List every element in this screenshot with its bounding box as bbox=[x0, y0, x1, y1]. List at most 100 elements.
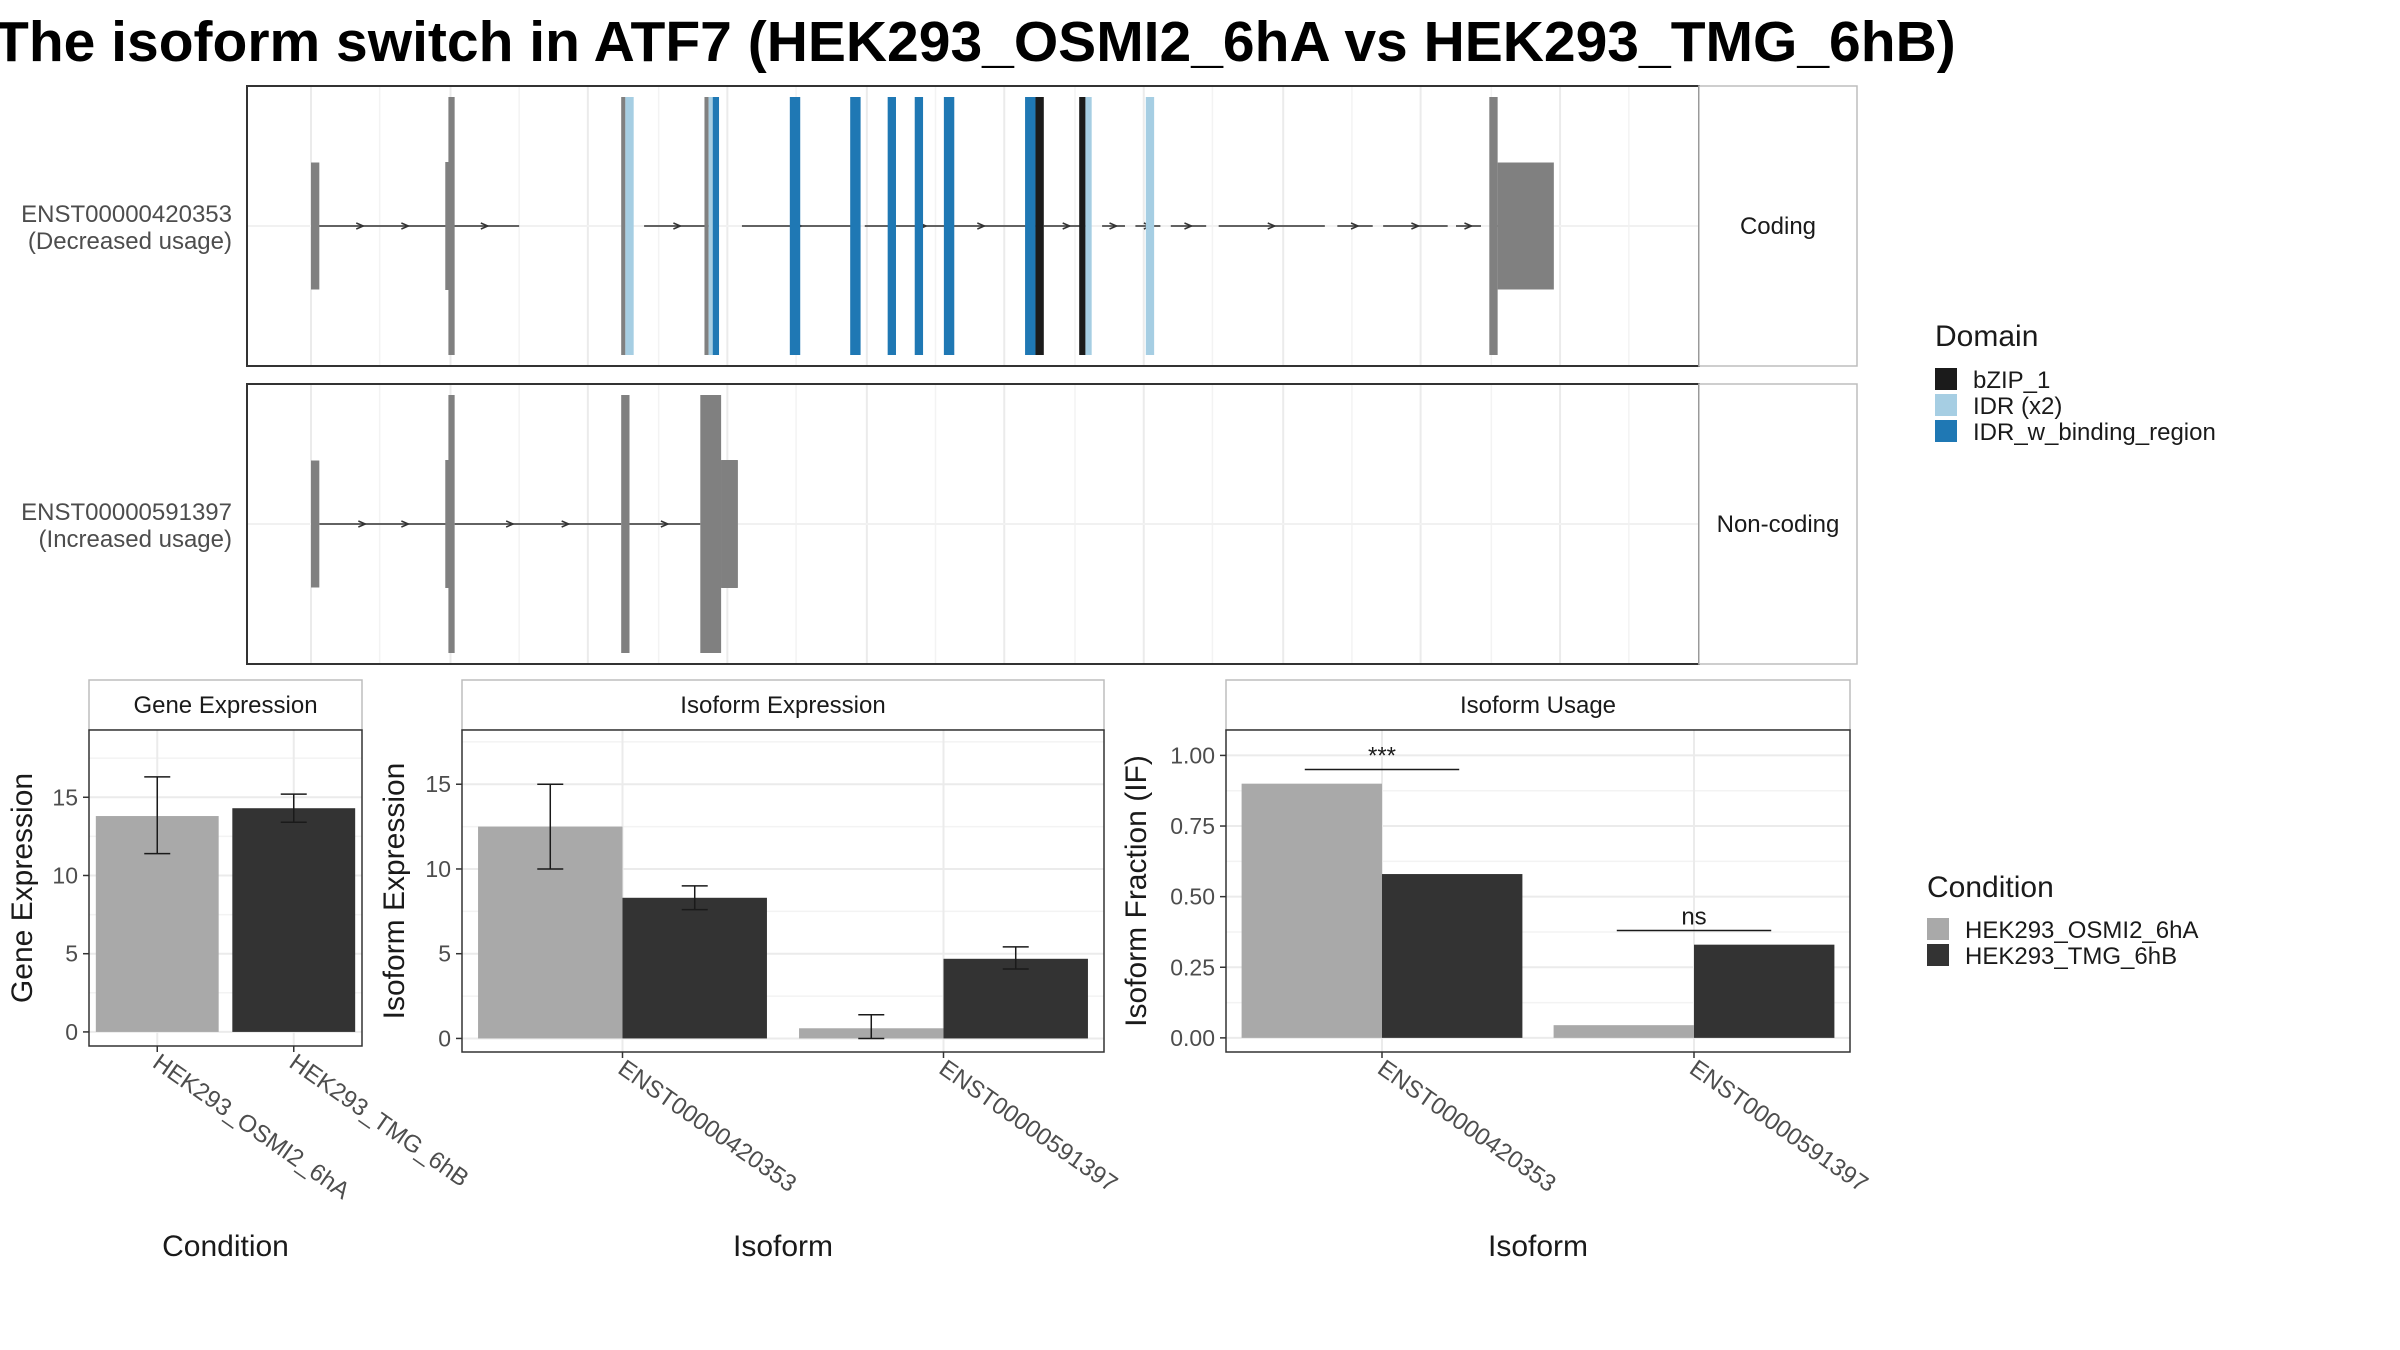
exon-block bbox=[448, 97, 455, 355]
domain-block-idr-w-binding-region bbox=[914, 97, 924, 355]
transcript-usage-1: (Decreased usage) bbox=[28, 228, 232, 255]
x-axis-title: Isoform bbox=[733, 1230, 833, 1263]
strip-label-coding: Coding bbox=[1740, 213, 1816, 240]
transcript-usage-2: (Increased usage) bbox=[39, 526, 232, 553]
y-tick-label: 0.25 bbox=[1170, 954, 1215, 980]
domain-block-idr bbox=[1145, 97, 1155, 355]
bar bbox=[622, 897, 767, 1039]
panel-strip-title: Isoform Expression bbox=[680, 692, 885, 719]
intron-arrow bbox=[660, 520, 670, 528]
exon-block bbox=[1489, 97, 1498, 355]
legend-label-cond-b: HEK293_TMG_6hB bbox=[1965, 943, 2177, 970]
y-axis-title: Isoform Expression bbox=[378, 763, 411, 1020]
intron-arrow bbox=[1062, 222, 1072, 230]
strip-coding bbox=[1698, 85, 1858, 367]
intron-arrow bbox=[1350, 222, 1360, 230]
domain-block-bzip-1 bbox=[1035, 97, 1044, 355]
y-tick-label: 5 bbox=[65, 941, 78, 967]
transcript-track-1 bbox=[311, 97, 1554, 355]
domain-block-idr bbox=[625, 97, 634, 355]
intron-arrow bbox=[1464, 222, 1474, 230]
panel-border bbox=[1225, 729, 1851, 1053]
significance-label: *** bbox=[1368, 743, 1396, 770]
panel-strip bbox=[461, 679, 1105, 731]
panel-strip bbox=[88, 679, 363, 731]
figure-title: The isoform switch in ATF7 (HEK293_OSMI2… bbox=[0, 10, 1956, 74]
y-tick-label: 1.00 bbox=[1170, 742, 1215, 768]
exon-block bbox=[445, 162, 450, 290]
panel-border bbox=[88, 729, 363, 1047]
structure-panel: Coding ENST00000420353 (Decreased usage)… bbox=[21, 85, 1858, 665]
intron-arrow bbox=[1267, 222, 1277, 230]
transcript-id-1: ENST00000420353 bbox=[21, 201, 232, 228]
domain-block-idr-w-binding-region bbox=[712, 97, 720, 355]
intron-arrow bbox=[1411, 222, 1421, 230]
legend-swatch-bzip bbox=[1935, 368, 1957, 390]
domain-legend: Domain bZIP_1 IDR (x2) IDR_w_binding_reg… bbox=[1935, 320, 2216, 446]
intron-arrow bbox=[401, 222, 411, 230]
panel-strip bbox=[1225, 679, 1851, 731]
bar bbox=[943, 958, 1088, 1039]
y-tick-label: 15 bbox=[425, 771, 451, 797]
x-tick-label: ENST00000420353 bbox=[613, 1055, 801, 1198]
legend-swatch-idr bbox=[1935, 394, 1957, 416]
domain-block-idr-w-binding-region bbox=[789, 97, 801, 355]
exon-block bbox=[311, 162, 320, 290]
legend-label-idr: IDR (x2) bbox=[1973, 393, 2062, 420]
y-axis-title: Gene Expression bbox=[6, 773, 39, 1003]
isoform-usage-chart: Isoform Usage 0.00 0.25 0.50 0.75 1.00 *** ns EN… bbox=[1120, 679, 1873, 1263]
domain-block-bzip-1 bbox=[1079, 97, 1086, 355]
domain-block-idr-w-binding-region bbox=[887, 97, 896, 355]
intron-arrow bbox=[673, 222, 683, 230]
strip-label-non-coding: Non-coding bbox=[1717, 511, 1840, 538]
strip-non-coding bbox=[1698, 383, 1858, 665]
panel-strip-title: Gene Expression bbox=[133, 692, 317, 719]
y-tick-label: 10 bbox=[425, 856, 451, 882]
y-tick-label: 0.50 bbox=[1170, 884, 1215, 910]
condition-legend-title: Condition bbox=[1927, 871, 2054, 904]
bar bbox=[1241, 783, 1382, 1038]
y-tick-label: 0.00 bbox=[1170, 1025, 1215, 1051]
intron-arrow bbox=[1109, 222, 1119, 230]
exon-block bbox=[721, 460, 738, 588]
exon-block bbox=[1497, 162, 1554, 290]
panel-border bbox=[461, 729, 1105, 1053]
intron-arrow bbox=[355, 222, 366, 230]
panel-strip-title: Isoform Usage bbox=[1460, 692, 1616, 719]
bar bbox=[1382, 874, 1523, 1038]
intron-arrow bbox=[505, 520, 516, 528]
legend-label-idr-binding: IDR_w_binding_region bbox=[1973, 419, 2216, 446]
x-tick-label: ENST00000591397 bbox=[1685, 1055, 1873, 1198]
isoform-expression-chart: Isoform Expression 0 5 10 15 ENST00000420353 E… bbox=[378, 679, 1122, 1263]
exon-block bbox=[621, 97, 626, 355]
y-tick-label: 0 bbox=[438, 1025, 451, 1051]
x-axis-title: Isoform bbox=[1488, 1230, 1588, 1263]
domain-block-idr-w-binding-region bbox=[1025, 97, 1036, 355]
intron-arrow bbox=[977, 222, 987, 230]
y-tick-label: 5 bbox=[438, 941, 451, 967]
exon-block bbox=[445, 460, 450, 588]
domain-block-idr-w-binding-region bbox=[943, 97, 955, 355]
domain-block-idr bbox=[708, 97, 714, 355]
domain-legend-title: Domain bbox=[1935, 320, 2038, 353]
significance-label: ns bbox=[1681, 904, 1706, 931]
y-tick-label: 0 bbox=[65, 1019, 78, 1045]
y-axis-title: Isoform Fraction (IF) bbox=[1120, 755, 1153, 1027]
condition-legend: Condition HEK293_OSMI2_6hA HEK293_TMG_6h… bbox=[1927, 871, 2198, 970]
exon-block bbox=[700, 395, 722, 653]
transcript-id-2: ENST00000591397 bbox=[21, 499, 232, 526]
exon-block bbox=[311, 460, 320, 588]
domain-block-idr bbox=[1085, 97, 1092, 355]
exon-block bbox=[448, 395, 455, 653]
x-axis-title: Condition bbox=[162, 1230, 289, 1263]
domain-block-idr-w-binding-region bbox=[850, 97, 861, 355]
bar bbox=[1694, 944, 1835, 1038]
transcript-track-2 bbox=[311, 395, 738, 653]
exon-block bbox=[621, 395, 630, 653]
intron-arrow bbox=[480, 222, 490, 230]
intron-arrow bbox=[401, 520, 411, 528]
bar bbox=[232, 808, 356, 1032]
y-tick-label: 0.75 bbox=[1170, 813, 1215, 839]
x-tick-label: ENST00000591397 bbox=[934, 1055, 1122, 1198]
